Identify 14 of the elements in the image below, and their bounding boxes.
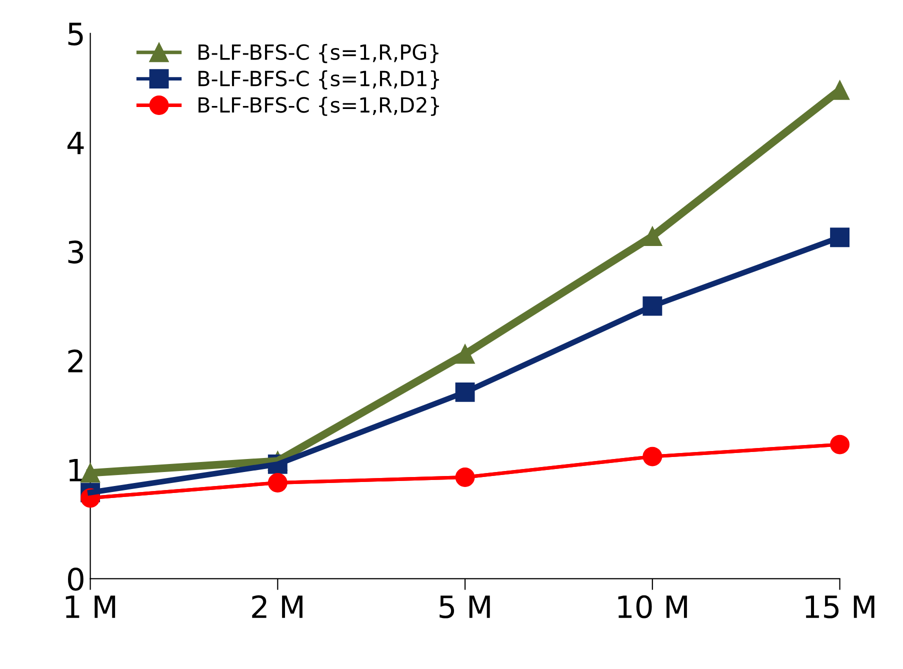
legend-label: B-LF-BFS-C {s=1,R,D2} [198, 96, 439, 116]
y-tick-label: 4 [67, 132, 84, 154]
legend-label: B-LF-BFS-C {s=1,R,D1} [198, 70, 439, 90]
y-tick-label: 3 [68, 240, 83, 264]
y-tick-label: 2 [68, 350, 82, 372]
x-tick-label: 10 M [618, 595, 687, 618]
y-tick-label: 5 [68, 22, 83, 46]
x-tick-label: 1 M [66, 596, 116, 618]
x-tick-label: 5 M [440, 596, 490, 618]
y-tick-label: 0 [68, 568, 84, 591]
x-tick-label: 2 M [252, 595, 302, 618]
legend-label: B-LF-BFS-C {s=1,R,PG} [198, 44, 438, 64]
y-tick-label: 1 [69, 458, 83, 482]
x-tick-label: 15 M [806, 596, 874, 618]
